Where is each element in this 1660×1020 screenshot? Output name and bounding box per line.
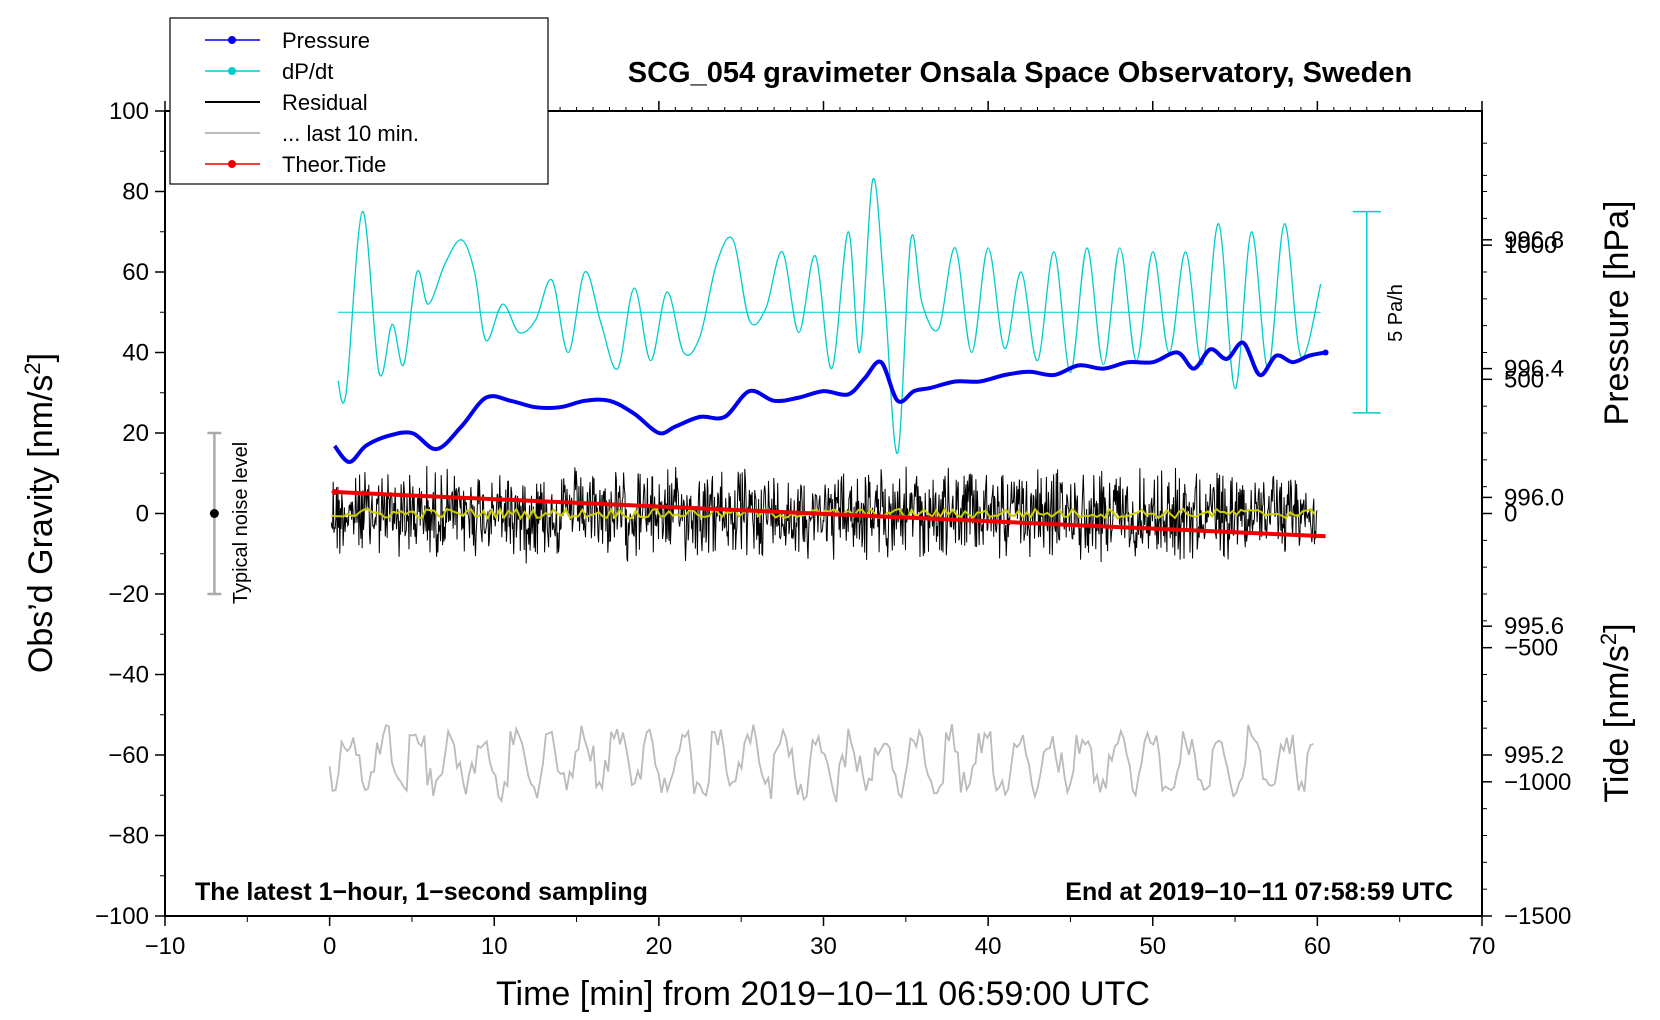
legend-marker-dpdt <box>228 67 236 75</box>
axes-ticks: −10 0 10 20 30 40 50 60 70100806040200−20−40−60−… <box>95 98 1571 960</box>
left-tick-label: 40 <box>122 340 149 367</box>
sampling-annotation: The latest 1−hour, 1−second sampling <box>195 878 648 906</box>
pressure-tick-label: 996.0 <box>1504 484 1564 511</box>
y-axis-label-left: Obs’d Gravity [nm/s2] <box>20 353 60 673</box>
x-tick-label: 40 <box>975 933 1002 960</box>
left-tick-label: 0 <box>136 501 149 528</box>
y-axis-label-tide: Tide [nm/s2] <box>1596 623 1636 802</box>
pressure-line <box>333 340 1326 465</box>
pressure-tick-label: 995.2 <box>1504 742 1564 769</box>
x-tick-label: 60 <box>1304 933 1331 960</box>
x-tick-label: 10 <box>481 933 508 960</box>
tide-tick-label: −1000 <box>1504 769 1571 796</box>
dpdt-scale-label: 5 Pa/h <box>1385 284 1407 342</box>
left-tick-label: 100 <box>109 98 149 125</box>
noise-bar-center-dot <box>209 509 219 518</box>
x-tick-label: 20 <box>646 933 673 960</box>
legend-label-tide: Theor.Tide <box>282 152 386 177</box>
last10-line <box>328 723 1314 804</box>
x-tick-label: 50 <box>1139 933 1166 960</box>
tide-tick-label: −500 <box>1504 635 1558 662</box>
tide-line <box>334 490 1326 539</box>
legend-label-residual: Residual <box>282 90 368 115</box>
pressure-tick-label: 995.6 <box>1504 613 1564 640</box>
tide-tick-label: 1000 <box>1504 232 1557 259</box>
left-tick-label: −20 <box>108 581 149 608</box>
y-axis-label-pressure: Pressure [hPa] <box>1598 201 1636 426</box>
legend-label-dpdt: dP/dt <box>282 59 333 84</box>
tide-start-marker <box>331 489 338 496</box>
left-tick-label: 80 <box>122 179 149 206</box>
legend-marker-tide <box>228 160 236 168</box>
left-tick-label: 20 <box>122 420 149 447</box>
y-axis-label-left-end: ] <box>22 353 60 362</box>
left-tick-label: −60 <box>108 742 149 769</box>
chart-title: SCG_054 gravimeter Onsala Space Observat… <box>628 57 1412 89</box>
pressure-tick-label: 996.8 <box>1504 227 1564 254</box>
pressure-end-marker <box>1322 349 1329 356</box>
legend-marker-pressure <box>228 36 236 44</box>
x-tick-label: −10 <box>145 933 186 960</box>
left-tick-label: 60 <box>122 259 149 286</box>
tide-tick-label: 0 <box>1504 501 1517 528</box>
x-tick-label: 0 <box>323 933 336 960</box>
series-layer <box>207 177 1381 804</box>
legend-label-last10: ... last 10 min. <box>282 121 419 146</box>
y-axis-label-left-sup: 2 <box>20 362 45 374</box>
legend: Pressure dP/dt Residual ... last 10 min.… <box>169 17 549 185</box>
x-axis-label: Time [min] from 2019−10−11 06:59:00 UTC <box>496 975 1150 1013</box>
x-tick-label: 70 <box>1469 933 1496 960</box>
end-time-annotation: End at 2019−10−11 07:58:59 UTC <box>1065 878 1453 906</box>
left-tick-label: −80 <box>108 823 149 850</box>
legend-label-pressure: Pressure <box>282 28 370 53</box>
tide-tick-label: 500 <box>1504 366 1544 393</box>
y-axis-label-tide-sup: 2 <box>1596 633 1621 645</box>
pressure-tick-label: 996.4 <box>1504 356 1564 383</box>
noise-level-label: Typical noise level <box>230 442 252 604</box>
tide-tick-label: −1500 <box>1504 903 1571 930</box>
left-tick-label: −100 <box>95 903 149 930</box>
dpdt-line <box>337 177 1322 454</box>
left-tick-label: −40 <box>108 662 149 689</box>
y-axis-label-tide-end: ] <box>1598 623 1636 632</box>
x-tick-label: 30 <box>810 933 837 960</box>
